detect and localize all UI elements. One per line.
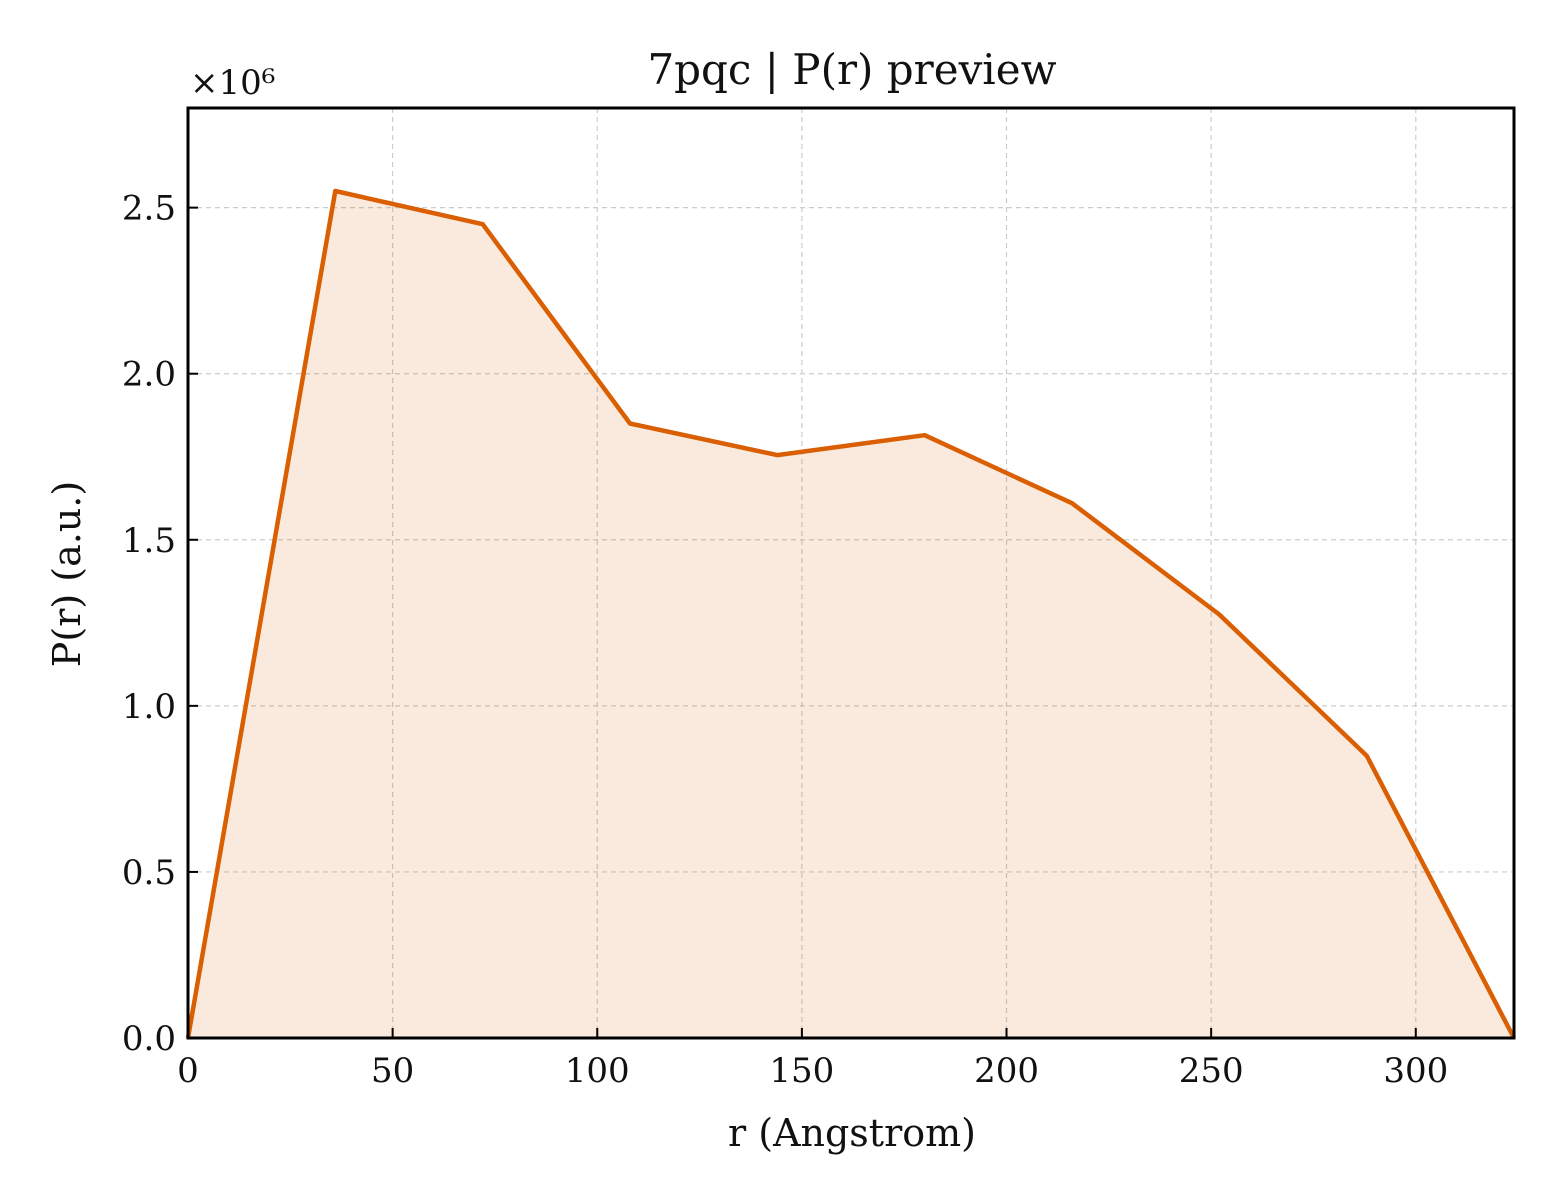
data-point (627, 421, 633, 427)
data-point (480, 221, 486, 227)
y-tick-label: 0.0 (122, 1019, 176, 1059)
pr-series-line (185, 188, 1516, 1040)
x-tick-label: 250 (1179, 1051, 1244, 1091)
chart-title: 7pqc | P(r) preview (647, 45, 1056, 94)
plot-frame (186, 106, 1516, 1040)
x-tick-label: 100 (565, 1051, 630, 1091)
x-tick-label: 0 (177, 1051, 199, 1091)
y-scale-note: ×10⁶ (190, 63, 275, 103)
x-tick-label: 50 (371, 1051, 414, 1091)
data-point (332, 188, 338, 194)
data-point (774, 452, 780, 458)
ticks-layer: 0 50 100 150 200 250 300 0.0 0.5 1.0 1.5 2.0 2.5 (122, 189, 1448, 1091)
y-tick-label: 0.5 (122, 853, 176, 893)
x-axis-label: r (Angstrom) (728, 1111, 976, 1155)
data-point (1216, 612, 1222, 618)
y-tick-label: 2.5 (122, 189, 176, 229)
pr-area-fill (188, 191, 1514, 1038)
data-point (1364, 753, 1370, 759)
x-tick-label: 150 (769, 1051, 834, 1091)
y-tick-label: 2.0 (122, 355, 176, 395)
data-point (922, 432, 928, 438)
y-axis-label: P(r) (a.u.) (45, 481, 89, 667)
x-tick-label: 200 (974, 1051, 1039, 1091)
y-tick-label: 1.5 (122, 521, 176, 561)
x-tick-label: 300 (1383, 1051, 1448, 1091)
data-point (1069, 500, 1075, 506)
y-tick-label: 1.0 (122, 687, 176, 727)
